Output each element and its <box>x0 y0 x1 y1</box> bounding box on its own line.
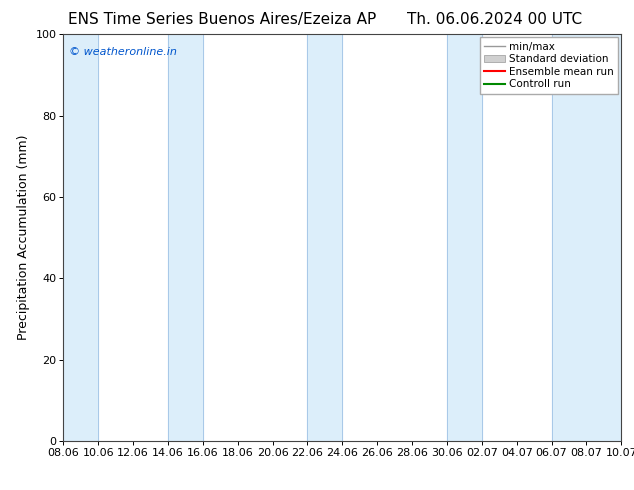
Bar <box>307 34 342 441</box>
Bar <box>168 34 203 441</box>
Text: © weatheronline.in: © weatheronline.in <box>69 47 177 56</box>
Text: Th. 06.06.2024 00 UTC: Th. 06.06.2024 00 UTC <box>407 12 582 27</box>
Y-axis label: Precipitation Accumulation (mm): Precipitation Accumulation (mm) <box>17 135 30 341</box>
Legend: min/max, Standard deviation, Ensemble mean run, Controll run: min/max, Standard deviation, Ensemble me… <box>480 37 618 94</box>
Bar <box>63 34 98 441</box>
Text: ENS Time Series Buenos Aires/Ezeiza AP: ENS Time Series Buenos Aires/Ezeiza AP <box>68 12 376 27</box>
Bar <box>552 34 621 441</box>
Bar <box>447 34 482 441</box>
